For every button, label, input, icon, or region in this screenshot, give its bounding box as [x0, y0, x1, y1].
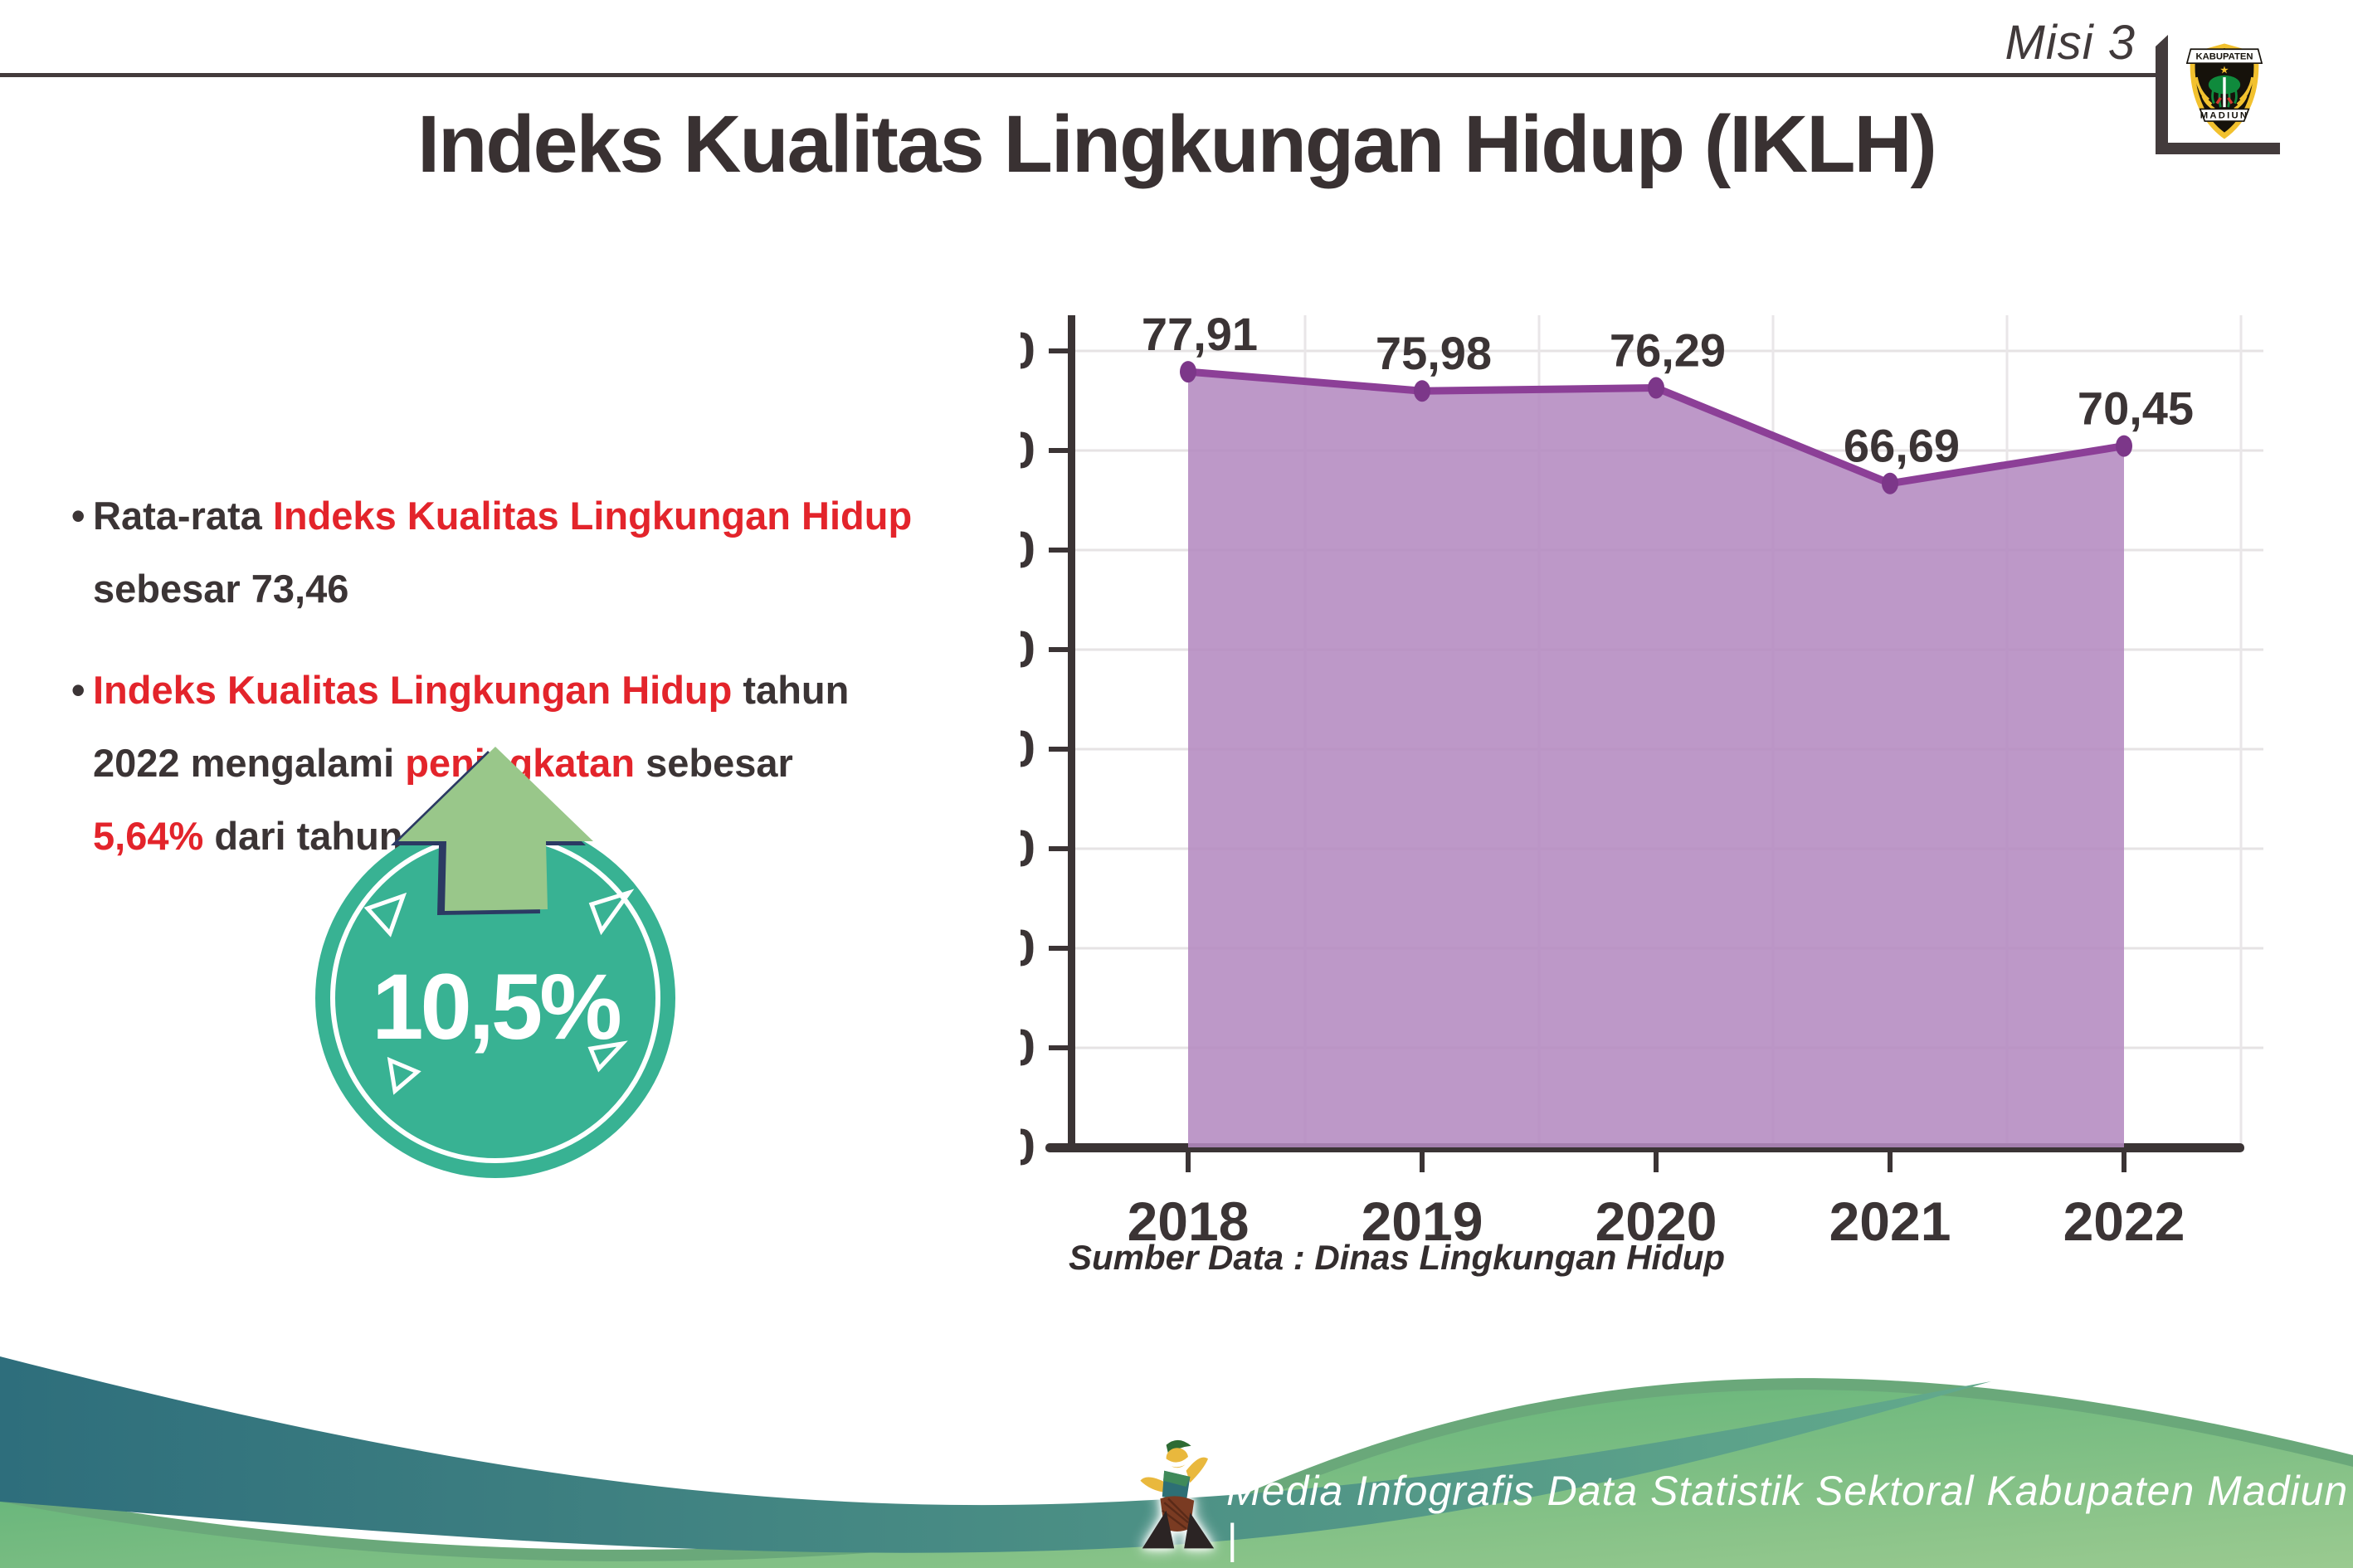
arrow-up-icon: [391, 747, 593, 915]
x-axis-label: 2021: [1829, 1191, 1951, 1252]
svg-text:80: 80: [1021, 323, 1035, 380]
svg-text:0: 0: [1021, 1119, 1035, 1176]
insight-average-text: Rata-rata Indeks Kualitas Lingkungan Hid…: [93, 494, 913, 611]
data-label: 70,45: [2078, 382, 2194, 435]
svg-text:50: 50: [1021, 621, 1035, 679]
data-label: 75,98: [1376, 327, 1492, 379]
svg-text:30: 30: [1021, 821, 1035, 878]
data-label: 77,91: [1142, 308, 1258, 360]
misi-label: Misi 3: [2005, 16, 2136, 70]
data-label: 76,29: [1610, 324, 1726, 377]
bullet-icon: •: [71, 668, 85, 712]
svg-text:20: 20: [1021, 920, 1035, 977]
accent-triangle-se: [587, 1040, 628, 1073]
labels: 0 10 20 30 40 50 60 70 80 77,91 75,98 76,29 66,69 70,…: [1021, 308, 2194, 1252]
svg-text:★: ★: [2219, 65, 2229, 76]
growth-badge: 10,5%: [315, 747, 675, 1178]
svg-text:60: 60: [1021, 522, 1035, 579]
logo-frame: [2156, 35, 2280, 154]
insight-increase: • Indeks Kualitas Lingkungan Hidup tahun…: [71, 654, 913, 873]
svg-text:40: 40: [1021, 721, 1035, 778]
badge-value: 10,5%: [372, 955, 620, 1059]
page-title: Indeks Kualitas Lingkungan Hidup (IKLH): [417, 99, 1937, 189]
source-note: Sumber Data : Dinas Lingkungan Hidup: [1069, 1238, 1726, 1277]
logo-bottom-banner: MADIUN: [2200, 111, 2249, 121]
logo-top-banner: KABUPATEN: [2195, 52, 2253, 62]
iklh-area-chart: 0 10 20 30 40 50 60 70 80 77,91 75,98 76,29 66,69 70,…: [1021, 308, 2263, 1252]
x-axis-label: 2020: [1595, 1191, 1717, 1252]
bullet-icon: •: [71, 494, 85, 538]
series-area: [1180, 361, 2132, 1147]
data-label: 66,69: [1844, 420, 1960, 472]
x-axis-label: 2022: [2063, 1191, 2185, 1252]
footer-wave: [0, 1356, 2353, 1568]
insight-increase-text: Indeks Kualitas Lingkungan Hidup tahun 2…: [93, 668, 850, 858]
wave-teal-band: [0, 1356, 1991, 1553]
x-axis-label: 2019: [1362, 1191, 1483, 1252]
kabupaten-madiun-logo: KABUPATEN ★ MADIUN: [2185, 43, 2263, 139]
insight-average: • Rata-rata Indeks Kualitas Lingkungan H…: [71, 480, 913, 626]
dancer-mascot-icon: [1140, 1439, 1215, 1549]
x-axis-label: 2018: [1128, 1191, 1250, 1252]
header-rule: [0, 73, 2156, 77]
svg-text:70: 70: [1021, 422, 1035, 480]
accent-triangle-ne: [588, 889, 635, 936]
footer-caption: Media Infografis Data Statistik Sektoral…: [1226, 1468, 2349, 1562]
accent-triangle-sw: [387, 1056, 421, 1095]
accent-triangle-nw: [363, 892, 407, 937]
insight-list: • Rata-rata Indeks Kualitas Lingkungan H…: [71, 480, 913, 873]
badge-circle: [315, 818, 675, 1178]
svg-text:10: 10: [1021, 1020, 1035, 1077]
